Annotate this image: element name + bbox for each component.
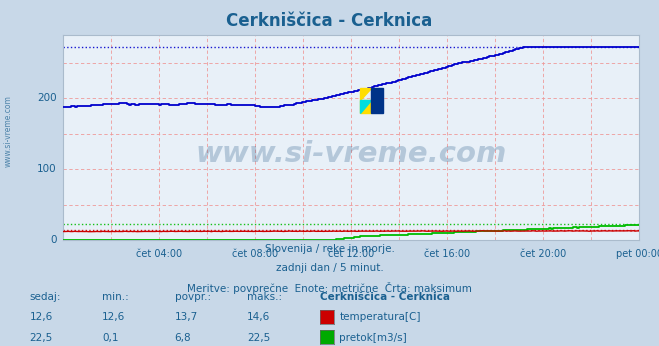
Text: 22,5: 22,5 bbox=[30, 333, 53, 343]
Text: 22,5: 22,5 bbox=[247, 333, 270, 343]
Text: Cerkniščica - Cerknica: Cerkniščica - Cerknica bbox=[227, 12, 432, 30]
Text: www.si-vreme.com: www.si-vreme.com bbox=[3, 95, 13, 167]
Text: čet 20:00: čet 20:00 bbox=[520, 249, 566, 259]
Text: čet 12:00: čet 12:00 bbox=[328, 249, 374, 259]
Text: čet 04:00: čet 04:00 bbox=[136, 249, 182, 259]
Text: zadnji dan / 5 minut.: zadnji dan / 5 minut. bbox=[275, 263, 384, 273]
Text: 14,6: 14,6 bbox=[247, 312, 270, 322]
Text: pet 00:00: pet 00:00 bbox=[616, 249, 659, 259]
Text: temperatura[C]: temperatura[C] bbox=[339, 312, 421, 322]
Text: 100: 100 bbox=[37, 164, 57, 174]
Text: min.:: min.: bbox=[102, 292, 129, 302]
Text: 0,1: 0,1 bbox=[102, 333, 119, 343]
Bar bbox=[360, 100, 371, 113]
Text: 6,8: 6,8 bbox=[175, 333, 191, 343]
Text: Meritve: povprečne  Enote: metrične  Črta: maksimum: Meritve: povprečne Enote: metrične Črta:… bbox=[187, 282, 472, 294]
Text: maks.:: maks.: bbox=[247, 292, 282, 302]
Text: Slovenija / reke in morje.: Slovenija / reke in morje. bbox=[264, 244, 395, 254]
Text: 0: 0 bbox=[50, 236, 57, 245]
Text: povpr.:: povpr.: bbox=[175, 292, 211, 302]
Polygon shape bbox=[360, 100, 371, 113]
Text: čet 08:00: čet 08:00 bbox=[232, 249, 278, 259]
Text: 200: 200 bbox=[37, 93, 57, 103]
Text: www.si-vreme.com: www.si-vreme.com bbox=[195, 140, 507, 168]
Text: pretok[m3/s]: pretok[m3/s] bbox=[339, 333, 407, 343]
Text: Cerkniščica - Cerknica: Cerkniščica - Cerknica bbox=[320, 292, 449, 302]
Text: čet 16:00: čet 16:00 bbox=[424, 249, 470, 259]
Text: 13,7: 13,7 bbox=[175, 312, 198, 322]
Text: sedaj:: sedaj: bbox=[30, 292, 61, 302]
Text: 12,6: 12,6 bbox=[30, 312, 53, 322]
Polygon shape bbox=[371, 88, 383, 113]
Text: 12,6: 12,6 bbox=[102, 312, 125, 322]
Polygon shape bbox=[360, 88, 371, 100]
